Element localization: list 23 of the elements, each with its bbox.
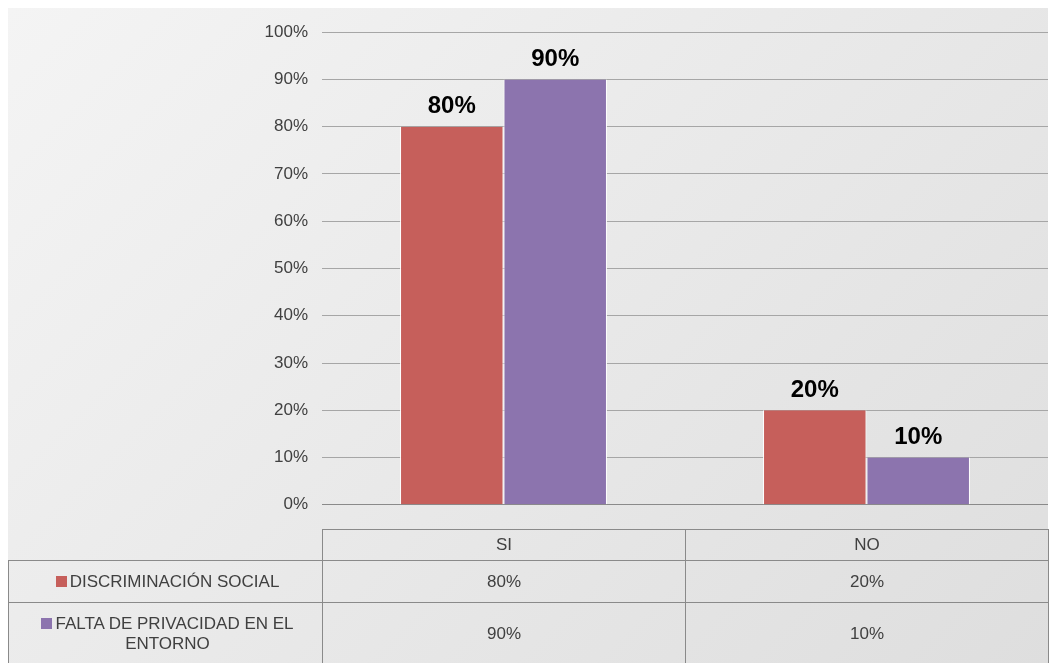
text: 10% bbox=[894, 422, 943, 450]
y-tick-label: 80% bbox=[273, 116, 308, 136]
text: 20% bbox=[790, 374, 839, 402]
y-tick-label: 60% bbox=[273, 210, 308, 230]
y-tick-label: 40% bbox=[273, 305, 308, 325]
data-label: 90% bbox=[322, 602, 686, 663]
y-tick-label: 90% bbox=[273, 69, 308, 89]
legend-label: FALTA DE PRIVACIDAD EN EL ENTORNO bbox=[55, 613, 294, 653]
x-tick-label: NO bbox=[685, 529, 1049, 561]
y-tick-label: 30% bbox=[273, 352, 308, 372]
y-tick-label: 70% bbox=[273, 163, 308, 183]
legend-label: DISCRIMINACIÓN SOCIAL bbox=[69, 571, 280, 591]
y-tick-label: 10% bbox=[273, 447, 308, 467]
data-label: 80% bbox=[322, 560, 686, 603]
text: 90% bbox=[531, 44, 580, 72]
y-tick-label: 20% bbox=[273, 399, 308, 419]
data-label: 20% bbox=[685, 560, 1049, 603]
text: 80% bbox=[427, 91, 476, 119]
data-label: 10% bbox=[685, 602, 1049, 663]
y-tick-label: 100% bbox=[264, 21, 308, 41]
y-tick-label: 50% bbox=[273, 258, 308, 278]
x-tick-label: SI bbox=[322, 529, 686, 561]
y-tick-label: 0% bbox=[283, 494, 308, 514]
